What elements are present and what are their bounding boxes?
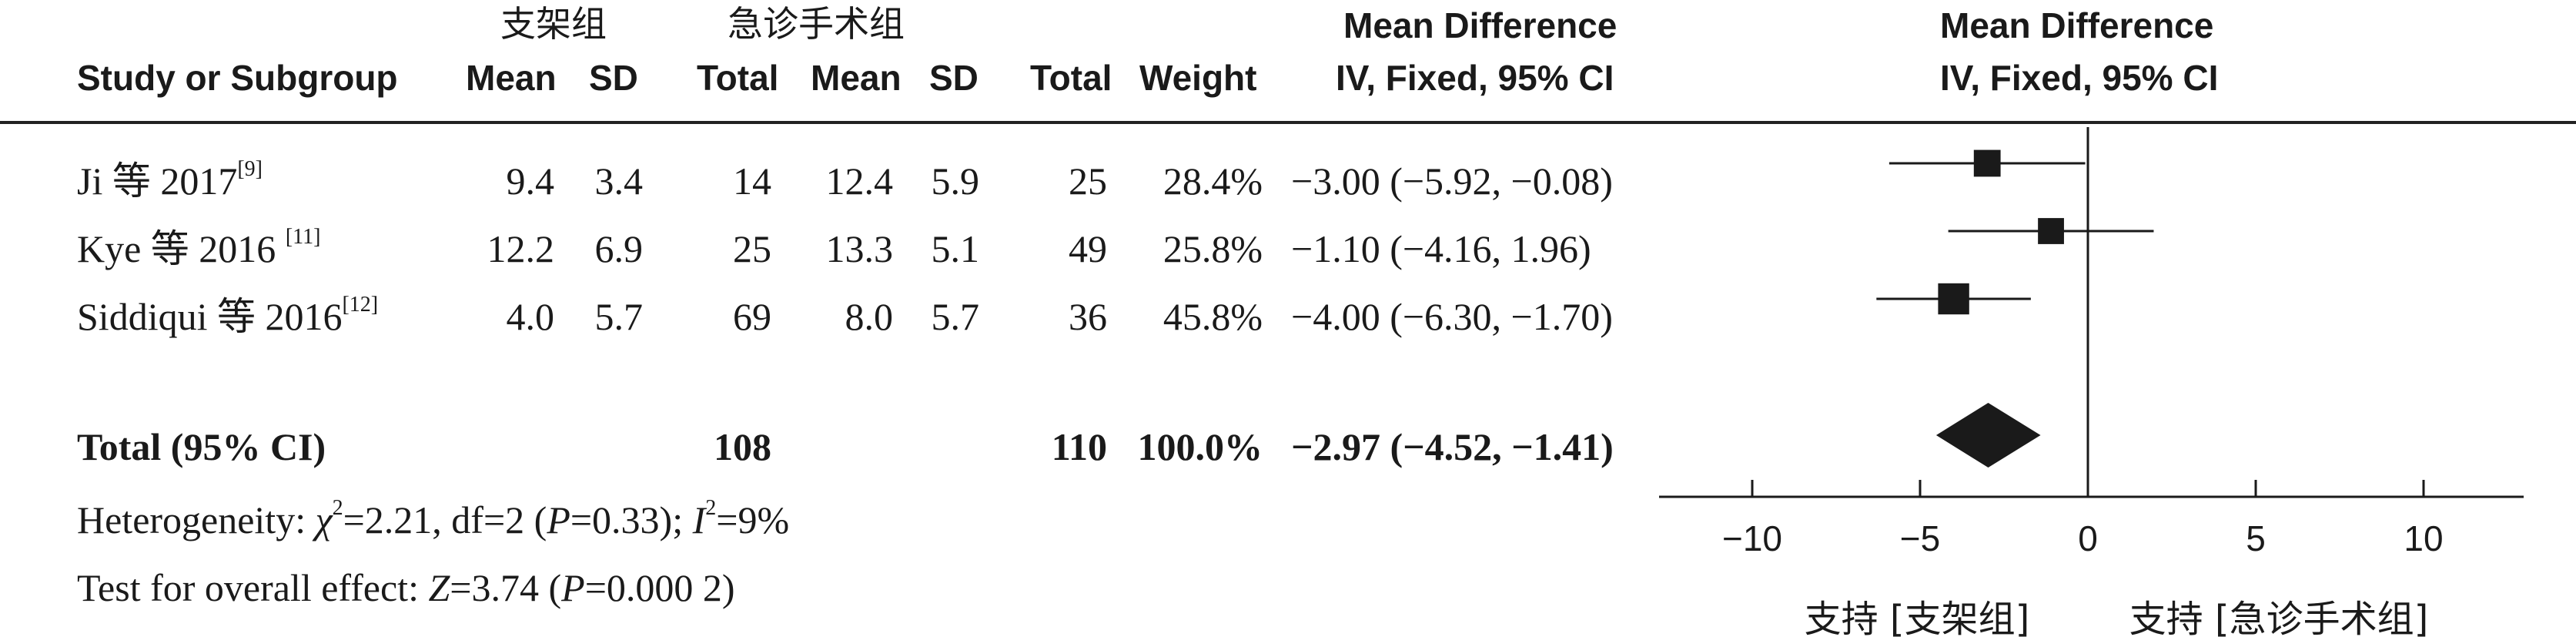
plot-title: Mean Difference xyxy=(1940,5,2214,45)
study-col-header: Study or Subgroup xyxy=(77,58,398,98)
point-estimate-square xyxy=(1973,149,2001,177)
study-name: Ji 等 2017[9] xyxy=(77,157,263,203)
n2-cell: 49 xyxy=(1069,227,1107,270)
mean1-header: Mean xyxy=(466,58,557,98)
sd1-cell: 3.4 xyxy=(594,159,644,203)
weight-cell: 25.8% xyxy=(1163,227,1263,270)
overall-effect-text: Test for overall effect: Z=3.74 (P=0.000… xyxy=(77,566,735,609)
sd1-cell: 6.9 xyxy=(594,227,644,270)
point-estimate-square xyxy=(1938,283,1969,315)
weight-cell: 28.4% xyxy=(1163,159,1263,203)
x-tick-label: −10 xyxy=(1722,518,1782,558)
mean1-cell: 4.0 xyxy=(506,295,555,338)
mean2-cell: 8.0 xyxy=(845,295,894,338)
x-tick-label: 10 xyxy=(2404,518,2443,558)
md-method: IV, Fixed, 95% CI xyxy=(1336,58,1614,98)
favors-left-label: 支持 [支架组] xyxy=(1805,598,2030,637)
group1-header: 支架组 xyxy=(500,3,607,45)
total-label: Total (95% CI) xyxy=(77,425,326,468)
total-ci: −2.97 (−4.52, −1.41) xyxy=(1291,425,1614,468)
mean2-cell: 13.3 xyxy=(825,227,894,270)
favors-right-label: 支持 [急诊手术组] xyxy=(2129,598,2429,637)
total-n2: 110 xyxy=(1051,425,1107,468)
heterogeneity-text: Heterogeneity: χ2=2.21, df=2 (P=0.33); I… xyxy=(77,496,790,541)
total-weight: 100.0% xyxy=(1137,425,1263,468)
header-rule xyxy=(0,121,2576,124)
n2-cell: 25 xyxy=(1069,159,1107,203)
x-tick-label: 5 xyxy=(2246,518,2266,558)
sd1-header: SD xyxy=(589,58,638,98)
total1-header: Total xyxy=(697,58,779,98)
sd2-cell: 5.7 xyxy=(931,295,980,338)
ci-cell: −3.00 (−5.92, −0.08) xyxy=(1291,159,1613,203)
plot-method: IV, Fixed, 95% CI xyxy=(1940,58,2219,98)
weight-header: Weight xyxy=(1139,58,1257,98)
pooled-diamond xyxy=(1935,403,2041,468)
weight-cell: 45.8% xyxy=(1163,295,1263,338)
ci-cell: −1.10 (−4.16, 1.96) xyxy=(1291,227,1591,270)
mean1-cell: 9.4 xyxy=(506,159,555,203)
x-tick-label: −5 xyxy=(1900,518,1940,558)
study-name: Siddiqui 等 2016[12] xyxy=(77,293,379,338)
sd2-header: SD xyxy=(929,58,979,98)
sd2-cell: 5.9 xyxy=(931,159,980,203)
x-tick-label: 0 xyxy=(2078,518,2098,558)
group2-header: 急诊手术组 xyxy=(728,3,905,45)
n1-cell: 14 xyxy=(733,159,771,203)
n1-cell: 69 xyxy=(733,295,771,338)
sd1-cell: 5.7 xyxy=(594,295,644,338)
mean2-header: Mean xyxy=(811,58,902,98)
study-name: Kye 等 2016 [11] xyxy=(77,225,321,270)
md-title: Mean Difference xyxy=(1343,5,1618,45)
sd2-cell: 5.1 xyxy=(931,227,980,270)
mean2-cell: 12.4 xyxy=(825,159,894,203)
mean1-cell: 12.2 xyxy=(487,227,555,270)
total-n1: 108 xyxy=(714,425,771,468)
n1-cell: 25 xyxy=(733,227,771,270)
point-estimate-square xyxy=(2038,218,2064,244)
total2-header: Total xyxy=(1030,58,1112,98)
ci-cell: −4.00 (−6.30, −1.70) xyxy=(1291,295,1613,338)
n2-cell: 36 xyxy=(1069,295,1107,338)
